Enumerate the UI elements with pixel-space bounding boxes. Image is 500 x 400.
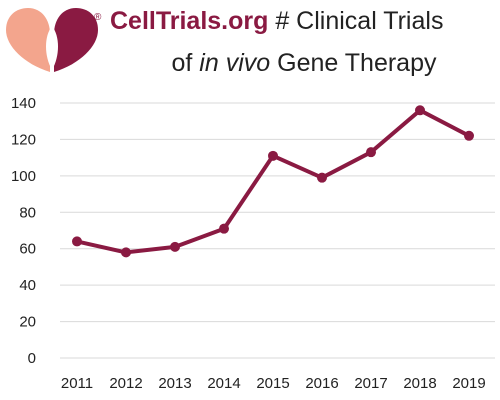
series-line xyxy=(75,108,471,255)
x-tick-label: 2018 xyxy=(403,375,436,392)
data-point xyxy=(415,105,425,116)
x-tick-label: 2017 xyxy=(354,375,387,392)
data-point xyxy=(366,147,376,158)
data-point xyxy=(72,236,82,247)
x-tick-label: 2016 xyxy=(305,375,338,392)
data-point xyxy=(121,247,131,258)
y-tick-label: 20 xyxy=(19,314,36,331)
x-tick-label: 2012 xyxy=(109,375,142,392)
logo-right-petal xyxy=(54,8,98,72)
x-tick-label: 2011 xyxy=(61,375,93,392)
y-tick-label: 40 xyxy=(19,277,36,294)
y-tick-label: 140 xyxy=(11,95,36,112)
logo-center-leaf xyxy=(46,26,58,70)
y-tick-label: 100 xyxy=(11,168,36,185)
title-rest: # Clinical Trials xyxy=(268,7,444,35)
y-tick-label: 0 xyxy=(28,350,36,367)
data-point xyxy=(170,241,180,252)
x-tick-label: 2019 xyxy=(452,375,485,392)
x-tick-label: 2015 xyxy=(256,375,289,392)
data-point xyxy=(219,223,229,234)
brand-name: CellTrials.org xyxy=(110,7,269,35)
y-tick-label: 60 xyxy=(19,241,36,258)
registered-mark: ® xyxy=(94,12,102,23)
x-tick-label: 2014 xyxy=(207,375,240,392)
data-point xyxy=(268,150,278,161)
data-point xyxy=(464,130,474,141)
chart-title-line2: of in vivo Gene Therapy xyxy=(110,48,498,78)
title-line2-pre: of xyxy=(171,49,200,77)
logo-left-petal xyxy=(6,8,50,72)
chart-title-line1: CellTrials.org # Clinical Trials xyxy=(110,6,498,36)
data-point xyxy=(317,172,327,183)
x-tick-label: 2013 xyxy=(158,375,191,392)
y-tick-label: 120 xyxy=(11,131,36,148)
title-line2-italic: in vivo xyxy=(199,49,271,77)
celltrials-logo xyxy=(6,8,98,72)
title-line2-post: Gene Therapy xyxy=(270,49,437,77)
y-tick-label: 80 xyxy=(19,204,36,221)
